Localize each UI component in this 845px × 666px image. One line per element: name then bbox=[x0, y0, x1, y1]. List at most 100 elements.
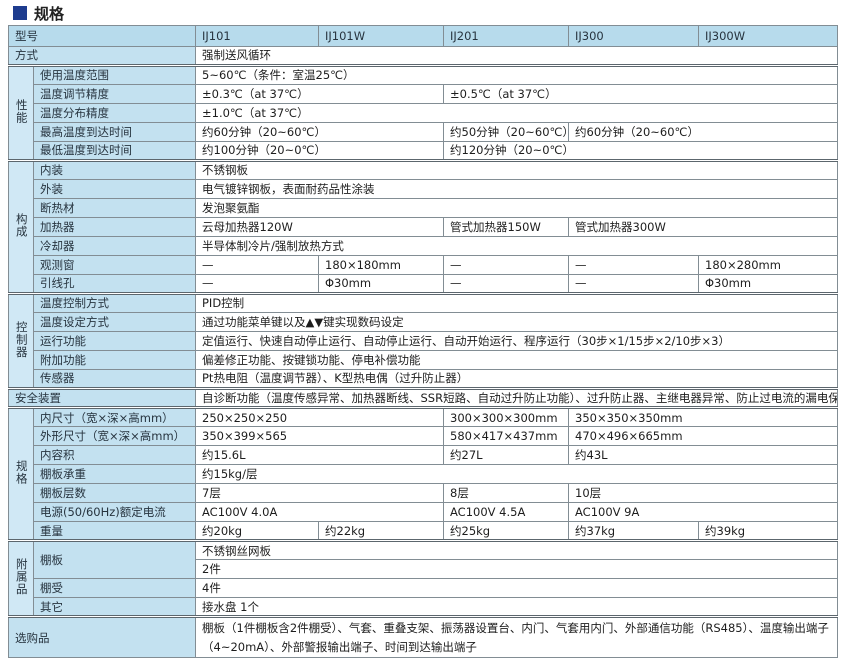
table-row: 最高温度到达时间 约60分钟（20~60℃） 约50分钟（20~60℃） 约60… bbox=[9, 122, 838, 142]
value-window-3: — bbox=[443, 255, 569, 275]
value-shelf-load: 约15kg/层 bbox=[195, 464, 838, 485]
value-capacity-1: 约15.6L bbox=[195, 445, 444, 466]
label-additional-functions: 附加功能 bbox=[33, 350, 196, 370]
table-row: 棚板层数 7层 8层 10层 bbox=[9, 483, 838, 504]
value-weight-1: 约20kg bbox=[195, 521, 319, 542]
value-temp-range: 5~60℃（条件：室温25℃） bbox=[195, 64, 838, 85]
header-model-ij300: IJ300 bbox=[568, 25, 699, 47]
value-outer-size-3: 470×496×665mm bbox=[568, 426, 838, 447]
table-row: 其它 接水盘 1个 bbox=[9, 597, 838, 618]
table-row: 外装 电气镀锌钢板，表面耐药品性涂装 bbox=[9, 179, 838, 199]
value-wire-port-1: — bbox=[195, 274, 319, 294]
label-control-method: 温度控制方式 bbox=[33, 292, 196, 313]
value-outer-size-2: 580×417×437mm bbox=[443, 426, 569, 447]
label-run-functions: 运行功能 bbox=[33, 331, 196, 351]
value-cooldown-time-1: 约100分钟（20~0℃） bbox=[195, 141, 444, 161]
label-exterior: 外装 bbox=[33, 179, 196, 199]
value-temp-accuracy-2: ±0.5℃（at 37℃） bbox=[443, 84, 838, 104]
label-method: 方式 bbox=[8, 46, 196, 66]
label-heater: 加热器 bbox=[33, 217, 196, 237]
table-row: 引线孔 — Φ30mm — — Φ30mm bbox=[9, 274, 838, 294]
group-specs: 规格 bbox=[8, 406, 34, 542]
value-window-5: 180×280mm bbox=[698, 255, 838, 275]
label-insulation: 断热材 bbox=[33, 198, 196, 218]
label-cooler: 冷却器 bbox=[33, 236, 196, 256]
label-power: 电源(50/60Hz)额定电流 bbox=[33, 502, 196, 523]
value-cooler: 半导体制冷片/强制放热方式 bbox=[195, 236, 838, 256]
value-shelf-levels-2: 8层 bbox=[443, 483, 569, 504]
label-temp-range: 使用温度范围 bbox=[33, 64, 196, 85]
value-inner-size-1: 250×250×250 bbox=[195, 406, 444, 428]
table-row: 重量 约20kg 约22kg 约25kg 约37kg 约39kg bbox=[9, 521, 838, 542]
value-optional: 棚板（1件棚板含2件棚受）、气套、重叠支架、振荡器设置台、内门、气套用内门、外部… bbox=[195, 615, 838, 659]
label-outer-size: 外形尺寸（宽×深×高mm） bbox=[33, 426, 196, 447]
value-heater-3: 管式加热器300W bbox=[568, 217, 838, 237]
value-weight-4: 约37kg bbox=[568, 521, 699, 542]
value-inner-size-2: 300×300×300mm bbox=[443, 406, 569, 428]
value-outer-size-1: 350×399×565 bbox=[195, 426, 444, 447]
value-safety: 自诊断功能（温度传感异常、加热器断线、SSR短路、自动过升防止功能）、过升防止器… bbox=[195, 386, 838, 409]
group-accessories: 附属品 bbox=[8, 539, 34, 618]
table-row: 附加功能 偏差修正功能、按键锁功能、停电补偿功能 bbox=[9, 350, 838, 370]
spec-table: 型号 IJ101 IJ101W IJ201 IJ300 IJ300W 方式 强制… bbox=[8, 25, 838, 659]
table-row: 传感器 Pt热电阻（温度调节器）、K型热电偶（过升防止器） bbox=[9, 369, 838, 389]
value-window-4: — bbox=[568, 255, 699, 275]
page-title: 规格 bbox=[34, 4, 65, 23]
page-header: 规格 bbox=[13, 4, 845, 23]
table-row: 构成 内装 不锈钢板 bbox=[8, 159, 838, 294]
table-row: 性能 使用温度范围 5~60℃（条件：室温25℃） bbox=[8, 64, 838, 161]
table-row: 安全装置 自诊断功能（温度传感异常、加热器断线、SSR短路、自动过升防止功能）、… bbox=[8, 386, 838, 409]
value-cooldown-time-2: 约120分钟（20~0℃） bbox=[443, 141, 838, 161]
value-wire-port-3: — bbox=[443, 274, 569, 294]
table-row: 内容积 约15.6L 约27L 约43L bbox=[9, 445, 838, 466]
header-model-ij101w: IJ101W bbox=[318, 25, 444, 47]
value-accessory-shelf-1: 不锈钢丝网板 bbox=[195, 539, 838, 561]
value-heater-2: 管式加热器150W bbox=[443, 217, 569, 237]
value-power-3: AC100V 9A bbox=[568, 502, 838, 523]
group-construction: 构成 bbox=[8, 159, 34, 294]
label-optional: 选购品 bbox=[8, 615, 196, 659]
value-shelf-support: 4件 bbox=[195, 578, 838, 599]
table-row: 温度分布精度 ±1.0℃（at 37℃） bbox=[9, 103, 838, 123]
value-weight-2: 约22kg bbox=[318, 521, 444, 542]
value-temp-distribution: ±1.0℃（at 37℃） bbox=[195, 103, 838, 123]
value-wire-port-5: Φ30mm bbox=[698, 274, 838, 294]
value-control-method: PID控制 bbox=[195, 292, 838, 313]
value-setting-method: 通过功能菜单键以及▲▼键实现数码设定 bbox=[195, 312, 838, 332]
table-row: 观测窗 — 180×180mm — — 180×280mm bbox=[9, 255, 838, 275]
value-capacity-3: 约43L bbox=[568, 445, 838, 466]
table-row: 温度设定方式 通过功能菜单键以及▲▼键实现数码设定 bbox=[9, 312, 838, 332]
value-heatup-time-3: 约60分钟（20~60℃） bbox=[568, 122, 838, 142]
table-row: 断热材 发泡聚氨酯 bbox=[9, 198, 838, 218]
label-safety: 安全装置 bbox=[8, 386, 196, 409]
table-row: 电源(50/60Hz)额定电流 AC100V 4.0A AC100V 4.5A … bbox=[9, 502, 838, 523]
label-interior: 内装 bbox=[33, 159, 196, 180]
table-row: 方式 强制送风循环 bbox=[8, 46, 838, 66]
value-method: 强制送风循环 bbox=[195, 46, 838, 66]
label-accessory-other: 其它 bbox=[33, 597, 196, 618]
table-row: 冷却器 半导体制冷片/强制放热方式 bbox=[9, 236, 838, 256]
value-sensor: Pt热电阻（温度调节器）、K型热电偶（过升防止器） bbox=[195, 369, 838, 389]
value-insulation: 发泡聚氨酯 bbox=[195, 198, 838, 218]
table-row: 棚板承重 约15kg/层 bbox=[9, 464, 838, 485]
table-row: 温度调节精度 ±0.3℃（at 37℃） ±0.5℃（at 37℃） bbox=[9, 84, 838, 104]
value-window-1: — bbox=[195, 255, 319, 275]
label-wire-port: 引线孔 bbox=[33, 274, 196, 294]
table-row: 2件 bbox=[9, 559, 838, 580]
table-row: 外形尺寸（宽×深×高mm） 350×399×565 580×417×437mm … bbox=[9, 426, 838, 447]
header-model-label: 型号 bbox=[8, 25, 196, 47]
label-window: 观测窗 bbox=[33, 255, 196, 275]
label-setting-method: 温度设定方式 bbox=[33, 312, 196, 332]
value-wire-port-2: Φ30mm bbox=[318, 274, 444, 294]
header-model-ij201: IJ201 bbox=[443, 25, 569, 47]
table-row: 附属品 棚板 不锈钢丝网板 bbox=[8, 539, 838, 618]
label-shelf-support: 棚受 bbox=[33, 578, 196, 599]
value-window-2: 180×180mm bbox=[318, 255, 444, 275]
label-capacity: 内容积 bbox=[33, 445, 196, 466]
label-sensor: 传感器 bbox=[33, 369, 196, 389]
label-shelf-levels: 棚板层数 bbox=[33, 483, 196, 504]
value-weight-5: 约39kg bbox=[698, 521, 838, 542]
label-cooldown-time: 最低温度到达时间 bbox=[33, 141, 196, 161]
label-temp-accuracy: 温度调节精度 bbox=[33, 84, 196, 104]
value-interior: 不锈钢板 bbox=[195, 159, 838, 180]
